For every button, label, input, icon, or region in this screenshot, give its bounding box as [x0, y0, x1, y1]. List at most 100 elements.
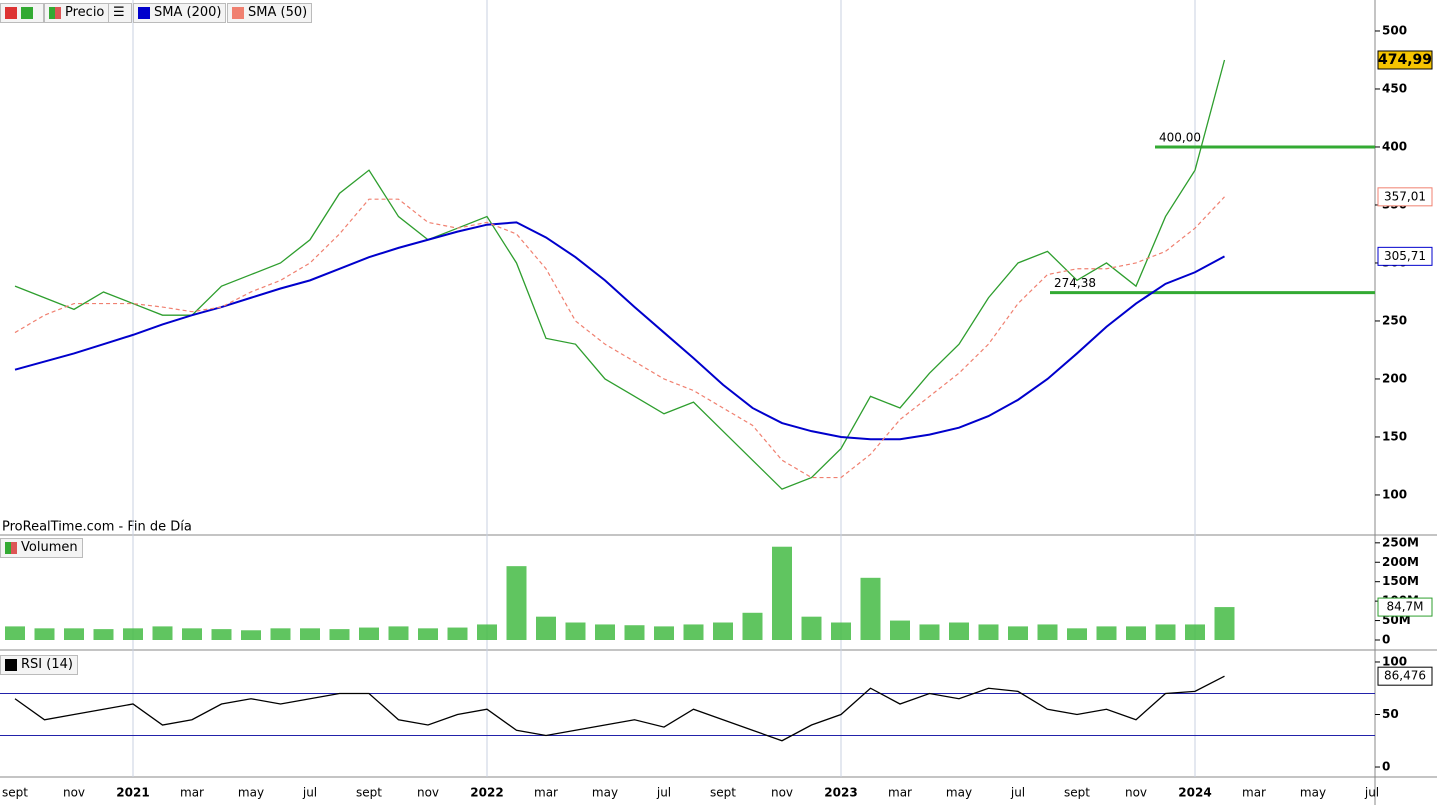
- bar: [182, 628, 202, 640]
- bar: [270, 628, 291, 640]
- y-tick-label: 0: [1382, 760, 1390, 774]
- y-tick-label: 450: [1382, 81, 1407, 95]
- series-line: [14, 675, 1225, 742]
- legend-rsi[interactable]: RSI (14): [0, 655, 78, 675]
- x-tick-label: nov: [771, 786, 793, 800]
- bar: [1067, 628, 1087, 640]
- level-label: 400,00: [1159, 130, 1201, 144]
- bar: [477, 624, 497, 640]
- bar: [418, 628, 438, 640]
- y-tick-label: 150M: [1382, 574, 1419, 588]
- legend-sma50[interactable]: SMA (50): [227, 3, 313, 23]
- bar: [595, 624, 615, 640]
- menu-icon[interactable]: ☰: [108, 3, 132, 23]
- last-value-label: 86,476: [1384, 669, 1426, 683]
- y-tick-label: 250M: [1382, 535, 1419, 549]
- bar: [1214, 607, 1235, 640]
- y-tick-label: 200: [1382, 371, 1407, 385]
- toolbar-icons[interactable]: [0, 3, 44, 23]
- bar: [447, 627, 468, 640]
- bar: [772, 546, 792, 640]
- panel-title: RSI (14): [21, 657, 73, 672]
- legend-label: SMA (200): [154, 5, 222, 20]
- bar: [1185, 624, 1205, 640]
- bar: [34, 628, 55, 640]
- x-tick-label: jul: [1364, 786, 1379, 800]
- x-tick-label: may: [238, 786, 264, 800]
- last-value-label: 305,71: [1384, 249, 1426, 263]
- y-tick-label: 100: [1382, 654, 1407, 668]
- bar: [1037, 624, 1058, 640]
- bar: [831, 622, 851, 640]
- y-tick-label: 200M: [1382, 555, 1419, 569]
- bar: [683, 624, 704, 640]
- bar: [241, 630, 261, 640]
- y-tick-label: 250: [1382, 313, 1407, 327]
- last-value-label: 84,7M: [1386, 600, 1423, 614]
- x-tick-label: 2021: [116, 786, 149, 800]
- legend-price[interactable]: Precio: [44, 3, 110, 23]
- bar: [152, 626, 173, 640]
- x-tick-label: may: [592, 786, 618, 800]
- bar: [388, 626, 409, 640]
- bar: [64, 628, 84, 640]
- bar: [5, 626, 25, 640]
- source: ProRealTime.com - Fin de Día: [2, 520, 192, 535]
- y-tick-label: 100: [1382, 487, 1407, 501]
- bar: [93, 629, 114, 640]
- x-tick-label: mar: [534, 786, 558, 800]
- bar: [713, 622, 733, 640]
- x-tick-label: mar: [180, 786, 204, 800]
- bar: [654, 626, 674, 640]
- bar: [300, 628, 320, 640]
- bar: [919, 624, 940, 640]
- bar: [860, 577, 881, 640]
- y-tick-label: 500: [1382, 23, 1407, 37]
- x-tick-label: jul: [656, 786, 671, 800]
- bar: [624, 625, 645, 640]
- x-tick-label: 2024: [1178, 786, 1211, 800]
- x-tick-label: sept: [710, 786, 736, 800]
- x-tick-label: may: [946, 786, 972, 800]
- bar: [1008, 626, 1028, 640]
- bar: [123, 628, 143, 640]
- legend-label: SMA (50): [248, 5, 308, 20]
- x-tick-label: jul: [302, 786, 317, 800]
- last-value-box: [1377, 246, 1433, 266]
- last-value-box: [1377, 597, 1433, 617]
- legend-sma200[interactable]: SMA (200): [133, 3, 227, 23]
- bar: [1096, 626, 1117, 640]
- panel-title: Volumen: [21, 540, 78, 555]
- x-tick-label: nov: [417, 786, 439, 800]
- y-tick-label: 150: [1382, 429, 1407, 443]
- legend-volume[interactable]: Volumen: [0, 538, 83, 558]
- bar: [978, 624, 999, 640]
- series-line: [14, 196, 1225, 479]
- series-line: [14, 221, 1225, 441]
- level-label: 274,38: [1054, 276, 1096, 290]
- x-tick-label: nov: [1125, 786, 1147, 800]
- bar: [801, 616, 822, 640]
- bar: [565, 622, 586, 640]
- x-tick-label: may: [1300, 786, 1326, 800]
- bar: [359, 627, 379, 640]
- last-value-box: [1377, 666, 1433, 686]
- bar: [211, 629, 232, 640]
- last-value-box: [1377, 50, 1433, 70]
- x-tick-label: mar: [888, 786, 912, 800]
- bar: [890, 620, 910, 640]
- bar: [1155, 624, 1176, 640]
- x-tick-label: sept: [1064, 786, 1090, 800]
- y-tick-label: 400: [1382, 139, 1407, 153]
- bar: [742, 612, 763, 640]
- x-tick-label: mar: [1242, 786, 1266, 800]
- x-tick-label: sept: [356, 786, 382, 800]
- x-tick-label: nov: [63, 786, 85, 800]
- bar: [536, 616, 556, 640]
- bar: [1126, 626, 1146, 640]
- last-value-box: [1377, 187, 1433, 207]
- x-tick-label: jul: [1010, 786, 1025, 800]
- bar: [329, 629, 350, 640]
